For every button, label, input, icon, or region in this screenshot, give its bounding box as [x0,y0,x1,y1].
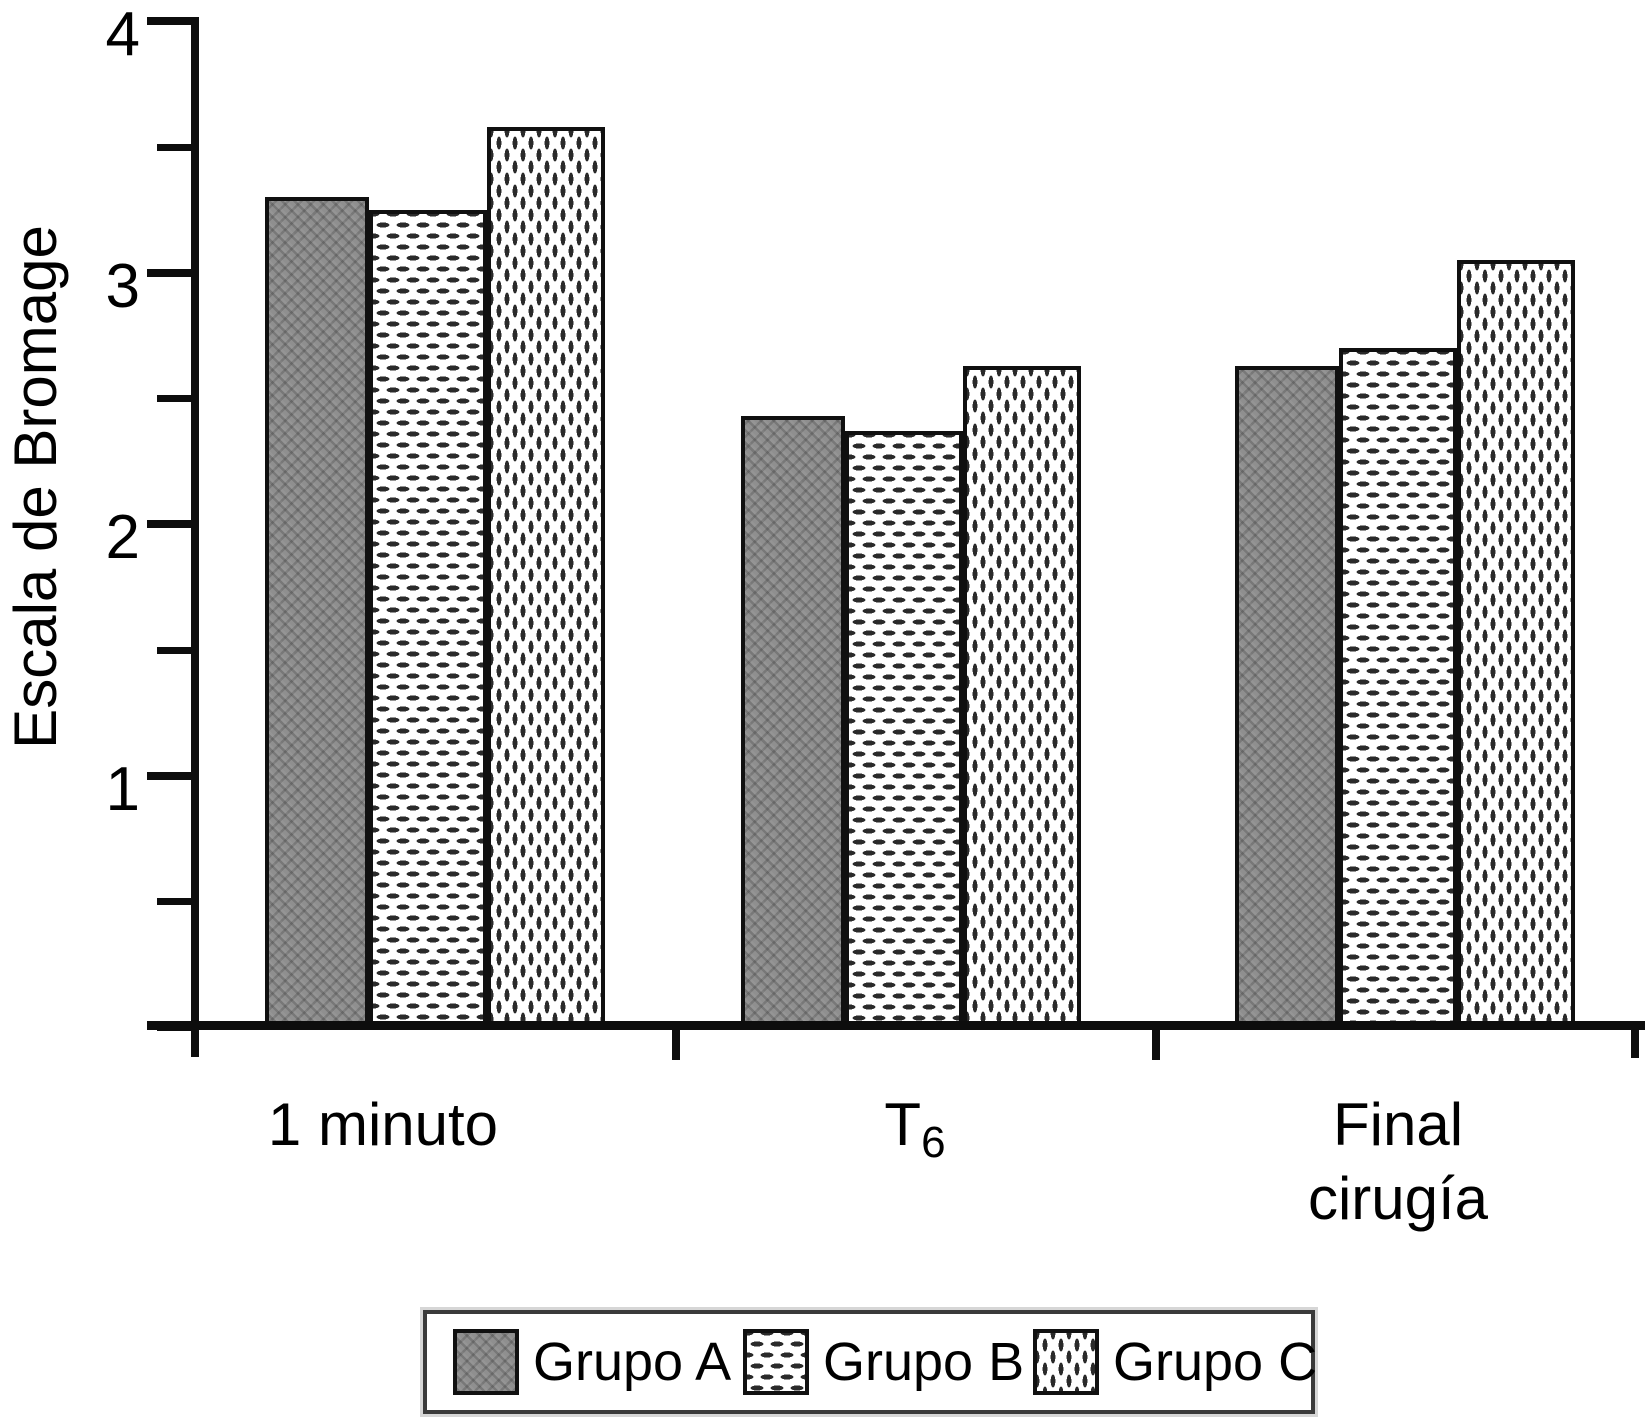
bar-grupo-c-t6 [963,366,1081,1030]
final-line2: cirugía [1307,1165,1489,1232]
bar-grupo-b-final-cirugia [1339,348,1457,1030]
y-tick-3 [147,269,195,277]
t6-base: T [884,1091,922,1158]
y-tick-1 [147,772,195,780]
legend-swatch-grupo-a [453,1329,519,1395]
bar-grupo-c-1-minuto [487,127,605,1030]
bar-grupo-b-t6 [845,431,963,1030]
y-tick-minor-0.5 [157,898,195,905]
legend-label-grupo-c: Grupo C [1113,1332,1318,1392]
y-tick-4 [147,17,195,25]
final-line1: Final [1332,1091,1464,1158]
legend-swatch-grupo-b [743,1329,809,1395]
y-tick-minor-1.5 [157,647,195,654]
t6-subscript: 6 [921,1118,946,1167]
x-divider-tick-1 [672,1030,680,1060]
legend-label-grupo-a: Grupo A [533,1332,732,1392]
y-tick-label-2: 2 [105,503,140,572]
y-axis-line [191,17,199,1057]
legend-label-grupo-b: Grupo B [823,1332,1025,1392]
x-axis-line [147,1021,1645,1030]
legend: Grupo A Grupo B Grupo C [423,1310,1317,1414]
y-tick-2 [147,520,195,528]
y-tick-label-4: 4 [105,0,140,69]
y-tick-minor-2.5 [157,395,195,402]
bar-grupo-b-1-minuto [369,210,487,1030]
legend-item-grupo-a: Grupo A [453,1314,731,1410]
x-label-t6: T6 [765,1088,1065,1168]
legend-item-grupo-c: Grupo C [1033,1314,1317,1410]
y-tick-label-3: 3 [105,252,140,321]
bar-grupo-a-final-cirugia [1235,366,1339,1030]
y-tick-label-1: 1 [105,755,140,824]
y-tick-minor-3.5 [157,144,195,151]
bar-grupo-c-final-cirugia [1457,260,1575,1030]
bar-grupo-a-1-minuto [265,197,369,1030]
x-axis-end-tick [1631,1021,1639,1058]
legend-swatch-grupo-c [1033,1329,1099,1395]
x-label-1-minuto: 1 minuto [267,1091,499,1158]
y-tick-minor-0 [157,1024,195,1031]
legend-item-grupo-b: Grupo B [743,1314,1024,1410]
x-label-final-cirugia: Final cirugía [1198,1088,1598,1236]
x-divider-tick-2 [1152,1030,1160,1060]
bar-grupo-a-t6 [741,416,845,1030]
